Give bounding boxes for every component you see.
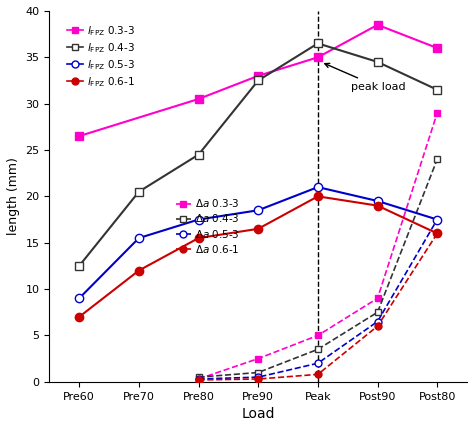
Y-axis label: length (mm): length (mm): [7, 158, 20, 235]
Text: peak load: peak load: [325, 63, 405, 92]
X-axis label: Load: Load: [241, 407, 275, 421]
Legend: $\Delta a$ 0.3-3, $\Delta a$ 0.4-3, $\Delta a$ 0.5-3, $\Delta a$ 0.6-1: $\Delta a$ 0.3-3, $\Delta a$ 0.4-3, $\De…: [172, 193, 245, 259]
